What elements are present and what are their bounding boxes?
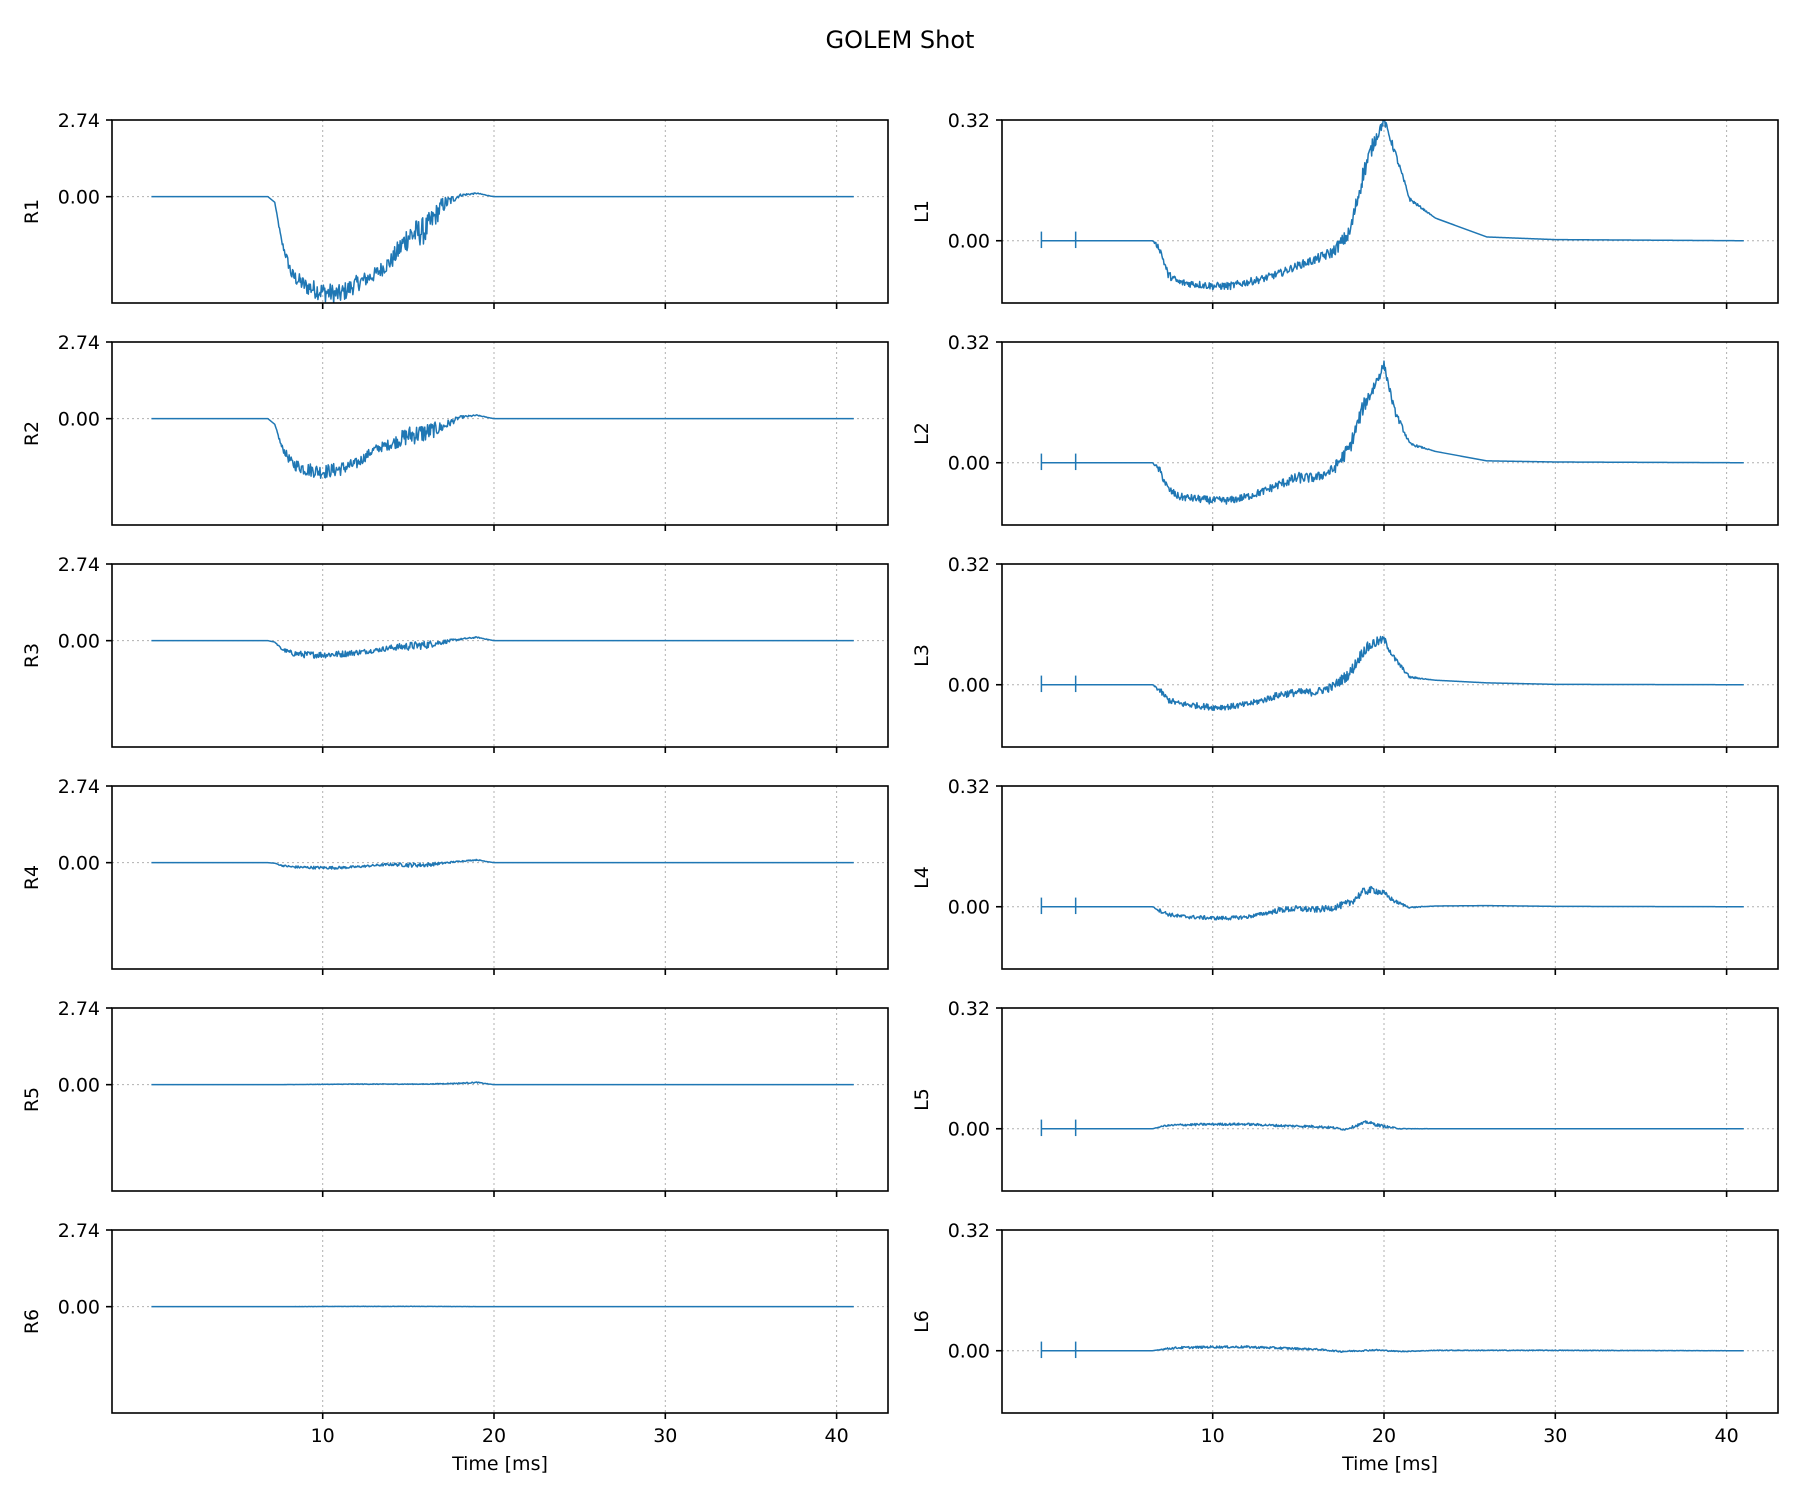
axes-frame bbox=[111, 341, 889, 526]
series-line-r1 bbox=[151, 192, 854, 303]
subplot-r5: 2.74 0.00 R5 bbox=[21, 998, 889, 1197]
axes-frame bbox=[111, 1007, 889, 1192]
axes-frame bbox=[111, 563, 889, 748]
x-axis-label: Time [ms] bbox=[451, 1453, 548, 1475]
y-tick-label: 0.00 bbox=[948, 453, 990, 475]
subplot-l4: 0.32 0.00 L4 bbox=[911, 776, 1779, 975]
axes-frame bbox=[1001, 1229, 1779, 1414]
axes-frame bbox=[1001, 1007, 1779, 1192]
y-axis-label: L5 bbox=[911, 1088, 933, 1111]
subplot-l2: 0.32 0.00 L2 bbox=[911, 332, 1779, 531]
x-tick-label: 10 bbox=[1201, 1425, 1225, 1447]
y-tick-label: 2.74 bbox=[58, 554, 100, 576]
y-axis-label: L2 bbox=[911, 422, 933, 445]
series-line-r5 bbox=[151, 1081, 854, 1086]
x-tick-label: 40 bbox=[825, 1425, 849, 1447]
y-axis-label: L6 bbox=[911, 1310, 933, 1333]
y-tick-label: 0.32 bbox=[948, 776, 990, 798]
y-tick-label: 2.74 bbox=[58, 332, 100, 354]
subplot-r6: 2.74 0.00 10 20 30 40 R6 Time [ms] bbox=[21, 1220, 889, 1475]
y-tick-label: 0.32 bbox=[948, 110, 990, 132]
y-axis-label: L1 bbox=[911, 200, 933, 223]
y-axis-label: R5 bbox=[21, 1087, 43, 1112]
series-line-l2 bbox=[1041, 360, 1744, 505]
y-axis-label: R6 bbox=[21, 1309, 43, 1334]
y-tick-label: 0.00 bbox=[58, 409, 100, 431]
y-tick-label: 2.74 bbox=[58, 998, 100, 1020]
subplot-r4: 2.74 0.00 R4 bbox=[21, 776, 889, 975]
y-tick-label: 2.74 bbox=[58, 776, 100, 798]
axes-frame bbox=[1001, 563, 1779, 748]
y-tick-label: 2.74 bbox=[58, 110, 100, 132]
y-tick-label: 0.00 bbox=[948, 675, 990, 697]
x-tick-label: 10 bbox=[311, 1425, 335, 1447]
y-tick-label: 0.32 bbox=[948, 1220, 990, 1242]
y-tick-label: 0.32 bbox=[948, 998, 990, 1020]
series-line-l6 bbox=[1041, 1345, 1744, 1353]
y-tick-label: 2.74 bbox=[58, 1220, 100, 1242]
axes-frame bbox=[111, 785, 889, 970]
x-tick-label: 20 bbox=[482, 1425, 506, 1447]
subplot-r3: 2.74 0.00 R3 bbox=[21, 554, 889, 753]
y-axis-label: L4 bbox=[911, 866, 933, 889]
axes-frame bbox=[111, 119, 889, 304]
y-axis-label: R4 bbox=[21, 865, 43, 890]
x-tick-label: 20 bbox=[1372, 1425, 1396, 1447]
subplot-l1: 0.32 0.00 L1 bbox=[911, 110, 1779, 309]
axes-frame bbox=[1001, 341, 1779, 526]
y-tick-label: 0.00 bbox=[948, 897, 990, 919]
y-tick-label: 0.00 bbox=[58, 1075, 100, 1097]
y-tick-label: 0.32 bbox=[948, 554, 990, 576]
subplot-l3: 0.32 0.00 L3 bbox=[911, 554, 1779, 753]
x-axis-label: Time [ms] bbox=[1341, 1453, 1438, 1475]
axes-frame bbox=[1001, 785, 1779, 970]
axes-frame bbox=[111, 1229, 889, 1414]
x-tick-label: 40 bbox=[1715, 1425, 1739, 1447]
x-tick-label: 30 bbox=[653, 1425, 677, 1447]
series-line-l5 bbox=[1041, 1120, 1744, 1131]
series-line-r4 bbox=[151, 858, 854, 870]
y-tick-label: 0.00 bbox=[58, 187, 100, 209]
subplot-grid: 2.74 0.00 R1 2.74 0.00 R2 2.74 0.00 R3 2.74 0.00 R4… bbox=[21, 110, 1779, 1475]
y-axis-label: R2 bbox=[21, 421, 43, 446]
axes-frame bbox=[1001, 119, 1779, 304]
subplot-r1: 2.74 0.00 R1 bbox=[21, 110, 889, 309]
subplot-l6: 0.32 0.00 10 20 30 40 L6 Time [ms] bbox=[911, 1220, 1779, 1475]
series-line-l1 bbox=[1041, 120, 1744, 291]
y-axis-label: L3 bbox=[911, 644, 933, 667]
x-tick-label: 30 bbox=[1543, 1425, 1567, 1447]
y-tick-label: 0.00 bbox=[58, 631, 100, 653]
subplot-r2: 2.74 0.00 R2 bbox=[21, 332, 889, 531]
series-line-l4 bbox=[1041, 885, 1744, 921]
y-tick-label: 0.00 bbox=[948, 1119, 990, 1141]
y-axis-label: R1 bbox=[21, 199, 43, 224]
y-tick-label: 0.00 bbox=[58, 1297, 100, 1319]
figure-title: GOLEM Shot bbox=[826, 26, 975, 54]
subplot-l5: 0.32 0.00 L5 bbox=[911, 998, 1779, 1197]
y-tick-label: 0.00 bbox=[948, 1341, 990, 1363]
y-tick-label: 0.32 bbox=[948, 332, 990, 354]
y-tick-label: 0.00 bbox=[58, 853, 100, 875]
series-line-l3 bbox=[1041, 635, 1744, 712]
series-line-r3 bbox=[151, 636, 854, 659]
y-axis-label: R3 bbox=[21, 643, 43, 668]
series-line-r2 bbox=[151, 414, 854, 480]
y-tick-label: 0.00 bbox=[948, 231, 990, 253]
